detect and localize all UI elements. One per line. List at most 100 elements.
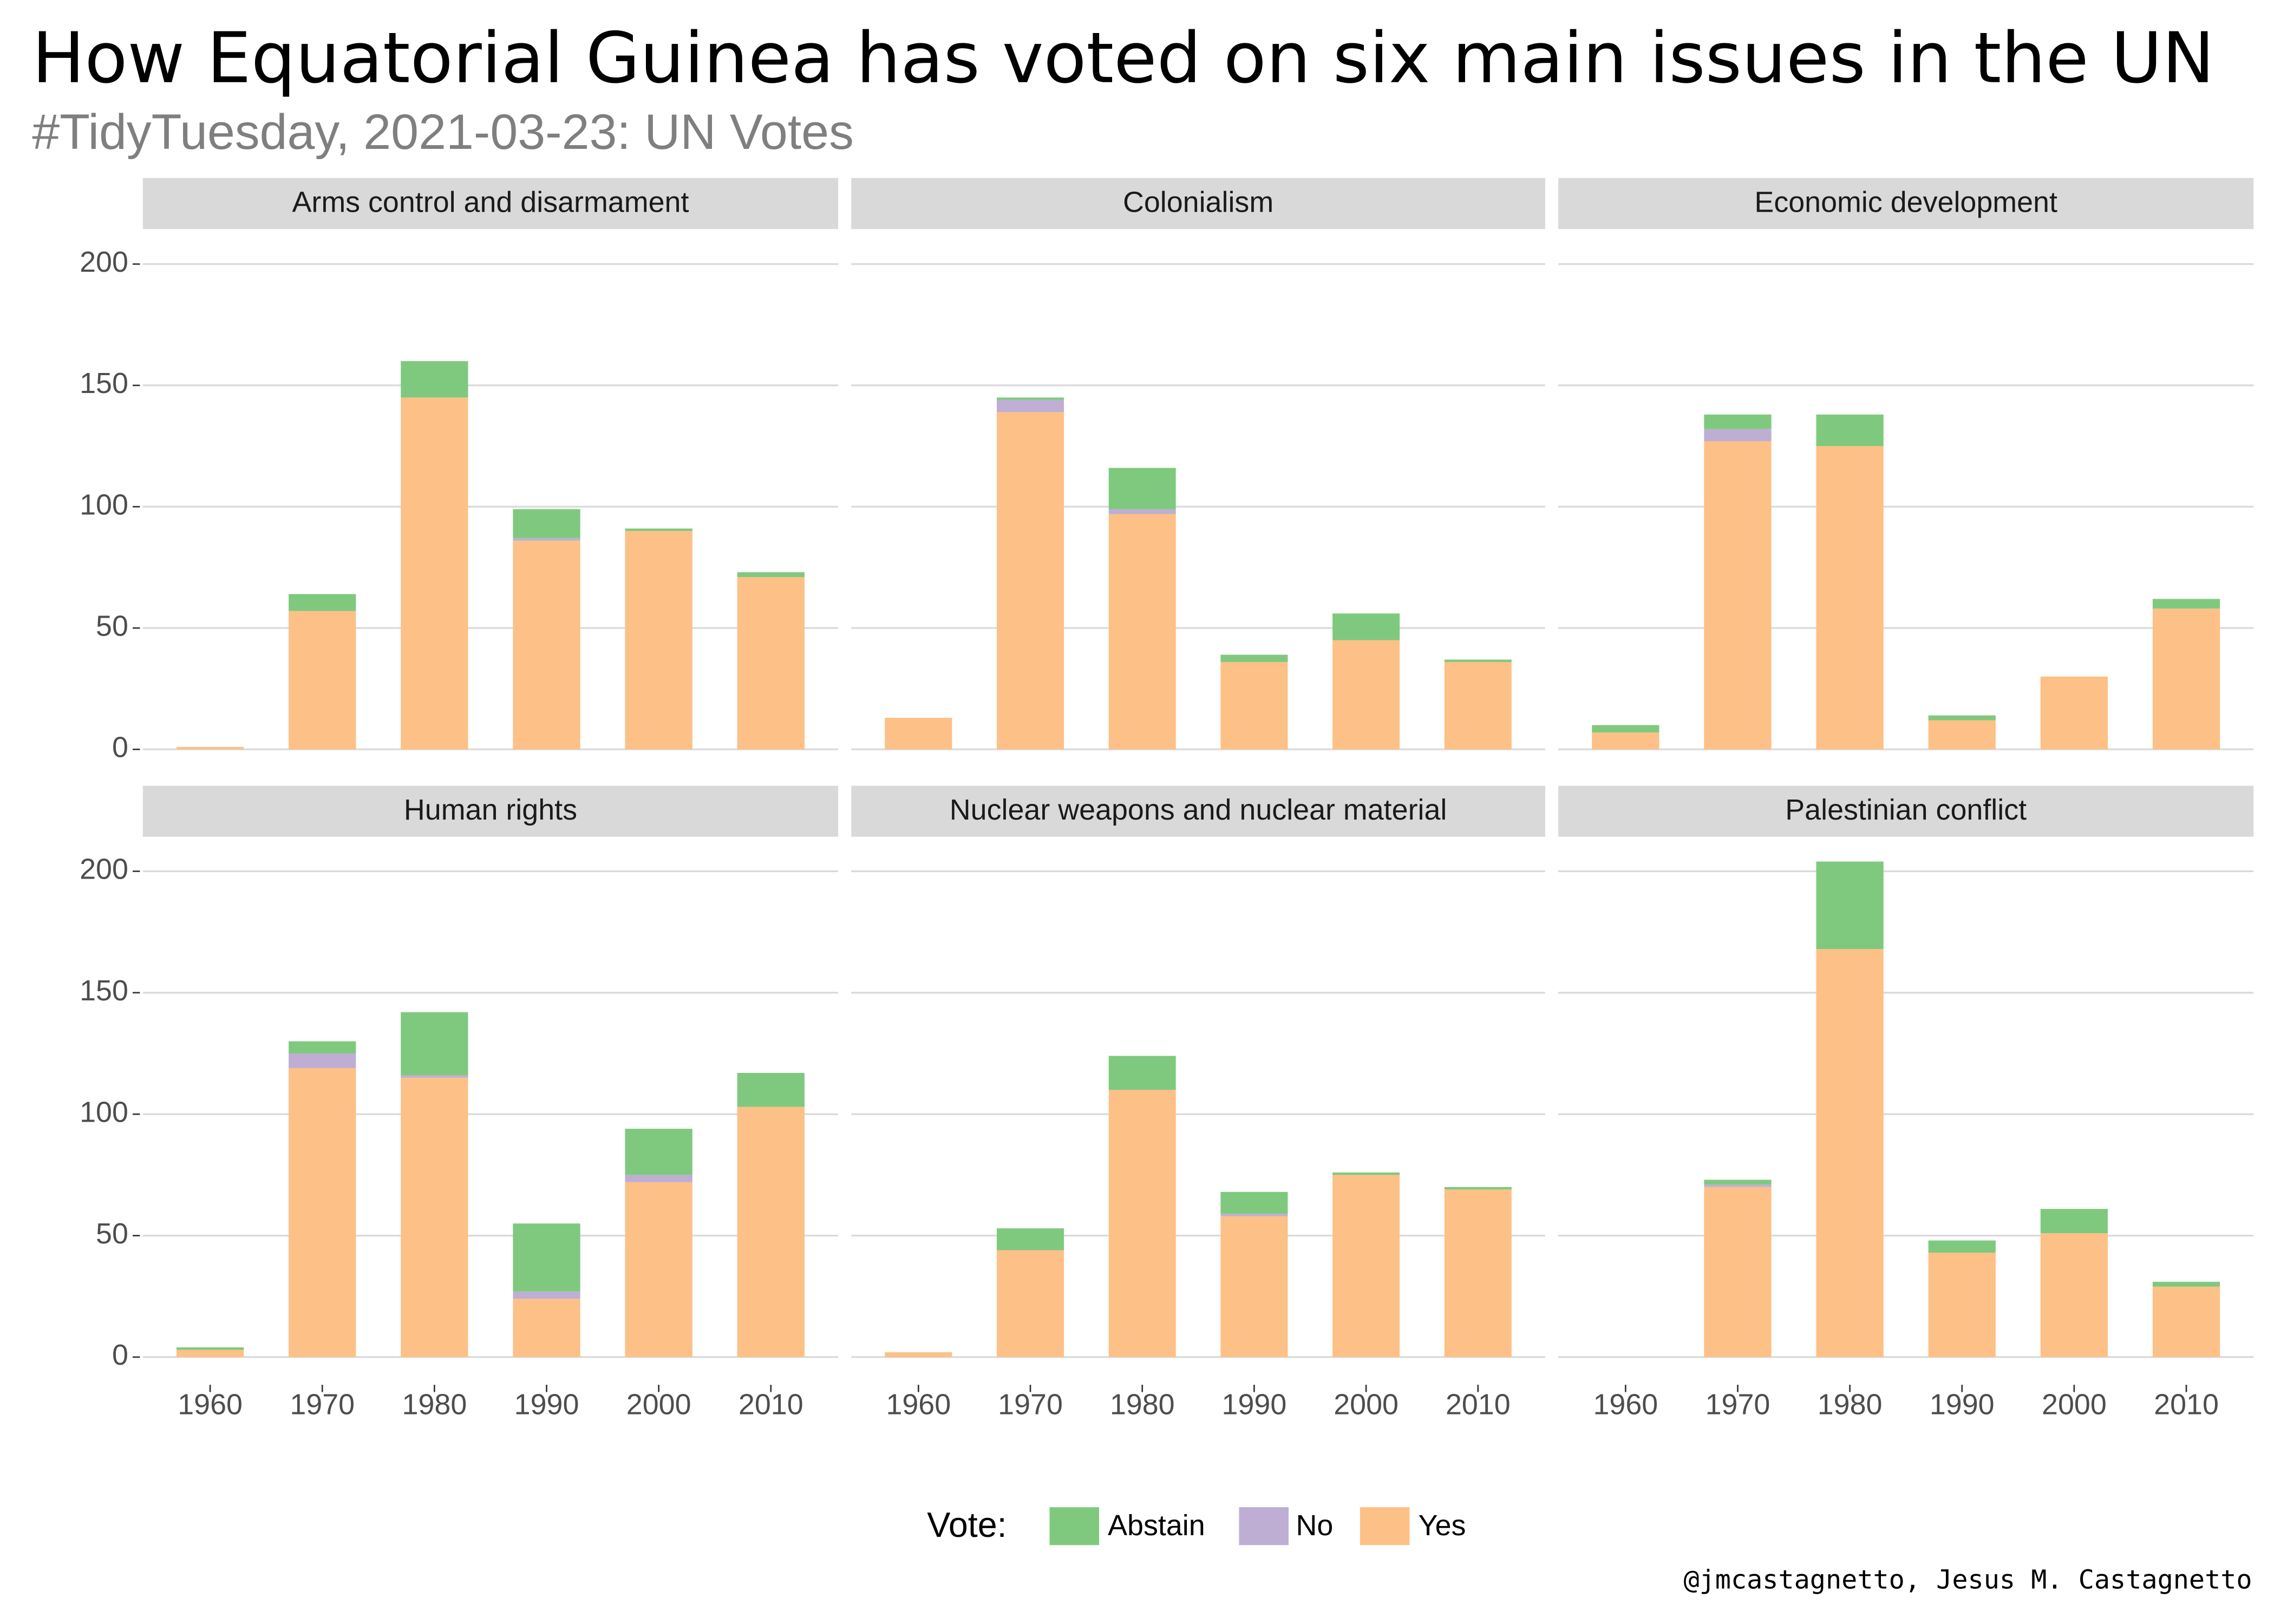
y-tick-label: 50 (96, 610, 128, 642)
legend-label: No (1296, 1509, 1333, 1542)
x-tick-label: 1960 (886, 1389, 951, 1421)
x-tick-label: 1980 (1110, 1389, 1175, 1421)
bar-segment (401, 1075, 468, 1078)
y-tick-label: 200 (80, 246, 128, 278)
bar-segment (1444, 1189, 1512, 1357)
bar-segment (625, 1182, 692, 1357)
x-tick-label: 1970 (290, 1389, 355, 1421)
x-tick-label: 1970 (998, 1389, 1063, 1421)
bar-segment (513, 509, 580, 539)
bar-segment (1704, 441, 1772, 750)
bar-segment (2040, 1209, 2108, 1234)
bar-segment (289, 1053, 356, 1068)
bar-segment (1816, 446, 1884, 750)
x-tick-label: 2010 (739, 1389, 803, 1421)
bar-segment (1704, 429, 1772, 442)
bar-segment (1592, 725, 1659, 732)
bar-segment (1928, 1252, 1996, 1357)
chart-title: How Equatorial Guinea has voted on six m… (32, 18, 2214, 99)
bar-segment (1816, 861, 1884, 949)
bar-segment (1704, 414, 1772, 429)
strip (142, 178, 839, 230)
bar-segment (1928, 1240, 1996, 1253)
bar-segment (1928, 715, 1996, 721)
bar-segment (1816, 949, 1884, 1357)
bar-segment (1444, 659, 1512, 662)
caption: @jmcastagnetto, Jesus M. Castagnetto (1683, 1565, 2252, 1595)
facet-title: Human rights (404, 794, 577, 826)
bar-segment (1332, 613, 1400, 640)
bar-segment (1592, 732, 1659, 750)
legend-label: Yes (1419, 1509, 1466, 1542)
x-tick-label: 1980 (402, 1389, 467, 1421)
bar-segment (737, 1106, 805, 1357)
bar-segment (1928, 720, 1996, 750)
bar-segment (997, 412, 1064, 750)
bar-segment (289, 594, 356, 611)
bar-segment (1220, 1216, 1288, 1357)
bar-segment (2152, 599, 2220, 609)
bar-segment (289, 1068, 356, 1357)
facet-title: Palestinian conflict (1785, 794, 2027, 826)
x-tick-label: 1990 (1930, 1389, 1995, 1421)
bar-segment (289, 611, 356, 750)
x-tick-label: 2010 (1446, 1389, 1511, 1421)
bar-segment (1704, 1184, 1772, 1187)
y-tick-label: 0 (112, 1339, 128, 1371)
bar-segment (513, 1223, 580, 1292)
bar-segment (401, 397, 468, 750)
strip (851, 178, 1545, 230)
bar-segment (401, 361, 468, 398)
facet-title: Arms control and disarmament (292, 186, 689, 219)
legend-key (1360, 1507, 1410, 1546)
strip (1558, 785, 2254, 837)
bar-segment (289, 1041, 356, 1054)
bar-segment (1332, 1172, 1400, 1175)
bar-segment (737, 572, 805, 578)
x-tick-label: 1960 (178, 1389, 243, 1421)
strip (851, 785, 1545, 837)
bar-segment (1108, 1090, 1176, 1357)
bar-segment (1220, 1191, 1288, 1214)
bar-segment (2040, 1233, 2108, 1357)
bar-segment (2040, 676, 2108, 750)
bar-segment (176, 746, 244, 750)
bar-segment (513, 1299, 580, 1357)
bar-segment (625, 528, 692, 531)
y-tick-label: 150 (80, 367, 128, 400)
bar-segment (1444, 662, 1512, 750)
legend-title: Vote: (927, 1505, 1007, 1544)
bar-segment (513, 538, 580, 541)
bar-segment (625, 531, 692, 750)
chart-subtitle: #TidyTuesday, 2021-03-23: UN Votes (32, 104, 854, 160)
strip (142, 785, 839, 837)
bar-segment (1108, 514, 1176, 750)
bar-segment (625, 1129, 692, 1175)
legend-key (1049, 1507, 1099, 1546)
bar-segment (401, 1012, 468, 1076)
bar-segment (997, 397, 1064, 400)
bar-segment (1220, 654, 1288, 662)
bar-segment (737, 577, 805, 750)
bar-segment (625, 1175, 692, 1182)
y-tick-label: 50 (96, 1217, 128, 1250)
bar-segment (176, 1350, 244, 1357)
bar-segment (737, 1072, 805, 1107)
x-tick-label: 2010 (2154, 1389, 2219, 1421)
facet-title: Colonialism (1123, 186, 1273, 219)
y-tick-label: 100 (80, 488, 128, 521)
x-tick-label: 1960 (1593, 1389, 1658, 1421)
bar-segment (1704, 1180, 1772, 1185)
facet-title: Nuclear weapons and nuclear material (950, 794, 1447, 826)
bar-segment (885, 1352, 952, 1357)
bar-segment (2152, 1286, 2220, 1357)
bar-segment (1332, 1175, 1400, 1357)
bar-segment (2152, 608, 2220, 750)
bar-segment (1108, 1056, 1176, 1090)
bar-segment (513, 1291, 580, 1299)
x-tick-label: 1990 (514, 1389, 579, 1421)
x-tick-label: 1970 (1706, 1389, 1770, 1421)
bar-segment (176, 1347, 244, 1350)
bar-segment (1816, 414, 1884, 446)
